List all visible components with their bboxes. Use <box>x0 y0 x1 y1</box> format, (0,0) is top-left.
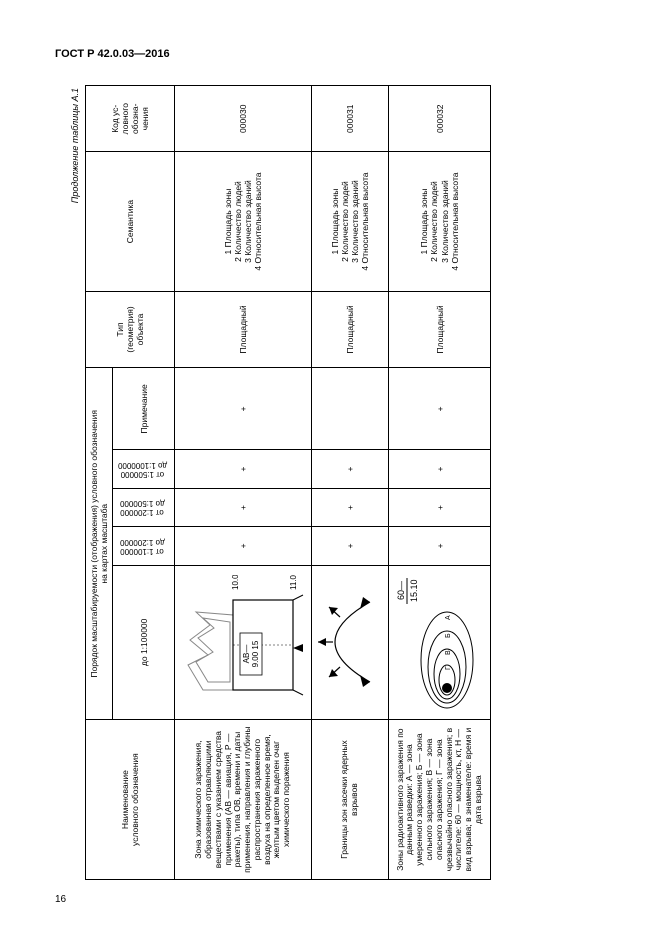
th-name: Наименование условного обозначения <box>86 720 175 880</box>
cell-scale4: + <box>175 450 312 488</box>
cell-note: + <box>175 368 312 450</box>
svg-label: В <box>445 650 452 655</box>
cell-type: Площадный <box>312 291 389 368</box>
table-row: Границы зон засечки ядерных взрывов <box>312 86 389 880</box>
cell-code: 000032 <box>389 86 491 153</box>
cell-scale2: + <box>175 527 312 565</box>
svg-label: Б <box>445 633 452 638</box>
cell-code: 000030 <box>175 86 312 153</box>
table-row: Зона химического заражения, образованная… <box>175 86 312 880</box>
th-scale2: от 1:100000 до 1:200000 <box>113 527 175 565</box>
th-code: Код ус- ловного обозна- чения <box>86 86 175 153</box>
svg-label: Г <box>445 666 452 670</box>
cell-note: + <box>389 368 491 450</box>
cell-scale3: + <box>175 488 312 526</box>
cell-scale2: + <box>312 527 389 565</box>
cell-scale4: + <box>312 450 389 488</box>
svg-label: А <box>445 615 452 620</box>
cell-type: Площадный <box>175 291 312 368</box>
cell-note <box>312 368 389 450</box>
cell-scale3: + <box>389 488 491 526</box>
page-number: 16 <box>55 894 66 905</box>
svg-label: АВ— <box>242 645 251 664</box>
cell-sem: 1 Площадь зоны 2 Количество людей 3 Коли… <box>389 152 491 291</box>
th-note: Примечание <box>113 368 175 450</box>
th-sem: Семантика <box>86 152 175 291</box>
th-scale4: от 1:500000 до 1:1000000 <box>113 450 175 488</box>
cell-scale3: + <box>312 488 389 526</box>
chem-zone-icon: АВ— 9.00 15 10.00 11.00 <box>178 575 308 710</box>
svg-label: 60— <box>396 581 406 600</box>
svg-label: 9.00 15 <box>251 640 260 667</box>
cell-symbol: АВ— 9.00 15 10.00 11.00 <box>175 565 312 720</box>
svg-label: 11.00 <box>289 575 298 590</box>
svg-label: 10.00 <box>231 575 240 590</box>
doc-header: ГОСТ Р 42.0.03—2016 <box>55 48 606 60</box>
svg-label: 15.10 <box>409 579 419 602</box>
cell-symbol: А Б В Г 60— 15.10 <box>389 565 491 720</box>
th-scale3: от 1:200000 до 1:500000 <box>113 488 175 526</box>
cell-symbol <box>312 565 389 720</box>
symbols-table: Наименование условного обозначения Поряд… <box>85 85 491 880</box>
cell-name: Зоны радиоактивного заражения по данным … <box>389 720 491 880</box>
cell-sem: 1 Площадь зоны 2 Количество людей 3 Коли… <box>312 152 389 291</box>
cell-scale2: + <box>389 527 491 565</box>
cell-name: Зона химического заражения, образованная… <box>175 720 312 880</box>
table-row: Зоны радиоактивного заражения по данным … <box>389 86 491 880</box>
th-scale-group: Порядок масштабируемости (отображения) у… <box>86 368 113 720</box>
cell-scale4: + <box>389 450 491 488</box>
cell-code: 000031 <box>312 86 389 153</box>
th-scale1: до 1:100000 <box>113 565 175 720</box>
radio-zones-icon: А Б В Г 60— 15.10 <box>392 575 487 710</box>
cell-type: Площадный <box>389 291 491 368</box>
nuclear-arc-icon <box>315 587 385 697</box>
cell-name: Границы зон засечки ядерных взрывов <box>312 720 389 880</box>
th-type: Тип (геометрия) объекта <box>86 291 175 368</box>
table-caption: Продолжение таблицы А.1 <box>70 88 80 203</box>
cell-sem: 1 Площадь зоны 2 Количество людей 3 Коли… <box>175 152 312 291</box>
